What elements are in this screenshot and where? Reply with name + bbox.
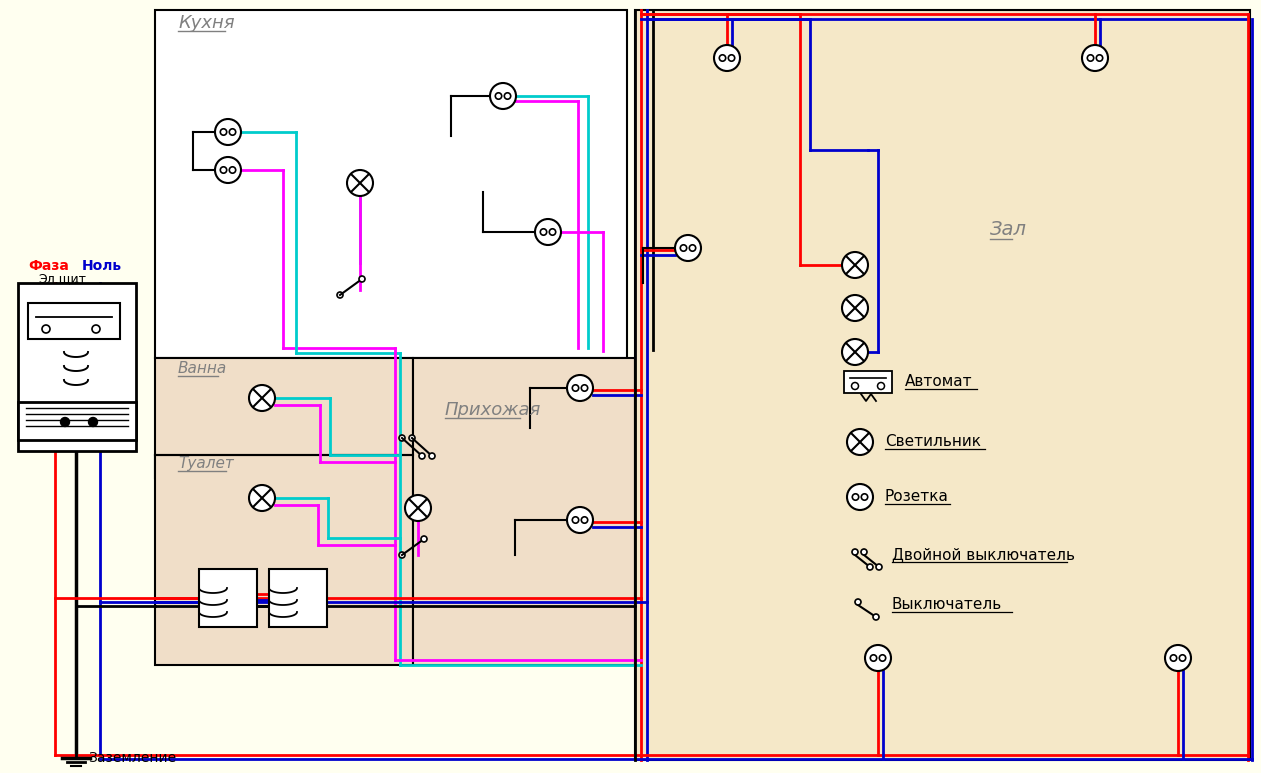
Circle shape [504, 93, 511, 99]
Circle shape [851, 383, 859, 390]
Text: Автомат: Автомат [905, 374, 972, 389]
Circle shape [847, 429, 873, 455]
Bar [844, 371, 892, 393]
Circle shape [842, 252, 868, 278]
Text: Заземление: Заземление [88, 751, 177, 765]
Circle shape [690, 245, 696, 251]
Circle shape [248, 485, 275, 511]
Circle shape [496, 93, 502, 99]
Circle shape [842, 295, 868, 321]
Circle shape [567, 375, 593, 401]
Circle shape [714, 45, 740, 71]
Circle shape [1165, 645, 1190, 671]
Text: Туалет: Туалет [178, 456, 233, 471]
Circle shape [842, 339, 868, 365]
Circle shape [865, 645, 892, 671]
Circle shape [421, 536, 427, 542]
Circle shape [540, 229, 547, 235]
Circle shape [409, 435, 415, 441]
Circle shape [337, 292, 343, 298]
Circle shape [1170, 655, 1177, 661]
Circle shape [572, 385, 579, 391]
Text: Кухня: Кухня [178, 14, 235, 32]
Circle shape [1096, 55, 1102, 61]
Circle shape [852, 494, 859, 500]
Text: Выключатель: Выключатель [892, 597, 1002, 612]
Circle shape [879, 655, 885, 661]
Circle shape [398, 552, 405, 558]
Circle shape [221, 129, 227, 135]
Circle shape [675, 235, 701, 261]
Circle shape [61, 417, 69, 427]
Circle shape [852, 549, 857, 555]
Circle shape [429, 453, 435, 459]
Circle shape [847, 484, 873, 510]
Bar [155, 10, 627, 358]
Circle shape [870, 655, 876, 661]
Circle shape [535, 219, 561, 245]
Circle shape [230, 167, 236, 173]
Circle shape [347, 170, 373, 196]
Circle shape [572, 517, 579, 523]
Circle shape [550, 229, 556, 235]
Circle shape [868, 564, 873, 570]
Circle shape [581, 517, 588, 523]
Circle shape [861, 549, 868, 555]
Circle shape [719, 55, 725, 61]
Circle shape [230, 129, 236, 135]
Text: Эл.щит: Эл.щит [38, 272, 86, 285]
Text: Ноль: Ноль [82, 259, 122, 273]
Circle shape [873, 614, 879, 620]
Bar [269, 569, 327, 627]
Bar [18, 402, 136, 440]
Circle shape [855, 599, 861, 605]
Circle shape [680, 245, 687, 251]
Circle shape [581, 385, 588, 391]
Bar [199, 569, 257, 627]
Text: Зал: Зал [990, 220, 1026, 239]
Circle shape [419, 453, 425, 459]
Circle shape [1087, 55, 1093, 61]
Text: Розетка: Розетка [885, 489, 948, 504]
Bar [155, 455, 414, 665]
Circle shape [1179, 655, 1185, 661]
Bar [414, 358, 636, 665]
Text: Фаза: Фаза [28, 259, 69, 273]
Text: Двойной выключатель: Двойной выключатель [892, 547, 1074, 562]
Circle shape [1082, 45, 1108, 71]
Text: Светильник: Светильник [885, 434, 981, 449]
Circle shape [878, 383, 884, 390]
Circle shape [567, 507, 593, 533]
Circle shape [88, 417, 97, 427]
Circle shape [248, 385, 275, 411]
Circle shape [876, 564, 881, 570]
Bar [28, 303, 120, 339]
Circle shape [398, 435, 405, 441]
Circle shape [861, 494, 868, 500]
Circle shape [491, 83, 516, 109]
Text: Ванна: Ванна [178, 361, 227, 376]
Circle shape [214, 157, 241, 183]
Bar [155, 358, 414, 478]
Bar [18, 283, 136, 451]
Circle shape [42, 325, 50, 333]
Circle shape [405, 495, 431, 521]
Circle shape [729, 55, 735, 61]
Text: Прихожая: Прихожая [445, 401, 541, 419]
Circle shape [92, 325, 100, 333]
Circle shape [359, 276, 364, 282]
Circle shape [214, 119, 241, 145]
Bar [636, 10, 1250, 760]
Circle shape [221, 167, 227, 173]
